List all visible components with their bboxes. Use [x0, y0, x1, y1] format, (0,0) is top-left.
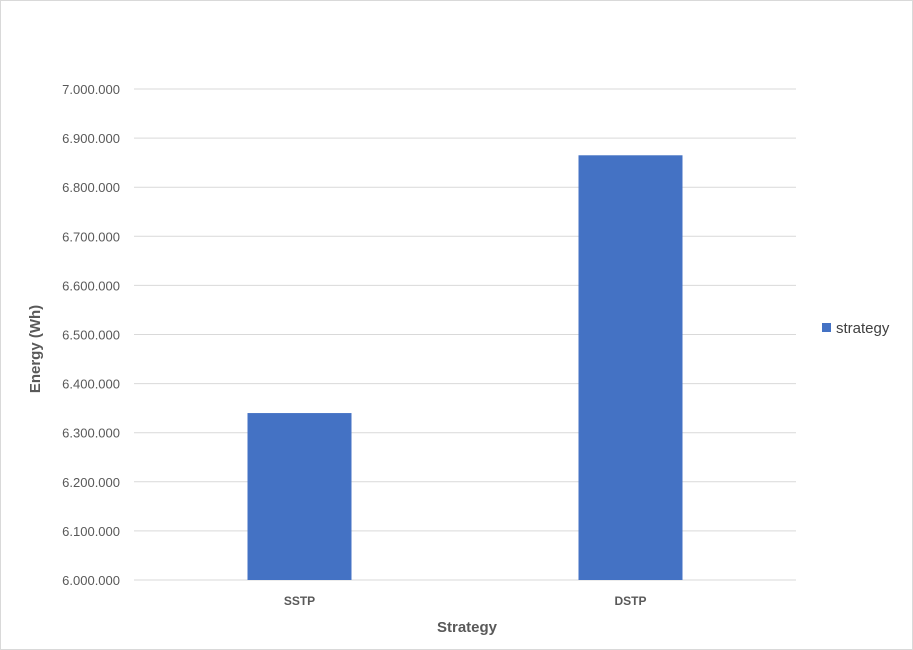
x-axis-ticks: SSTP DSTP	[284, 594, 647, 608]
y-tick-label: 6.900.000	[62, 131, 120, 146]
x-axis-title: Strategy	[437, 619, 498, 636]
y-tick-label: 6.300.000	[62, 426, 120, 441]
y-tick-label: 6.500.000	[62, 328, 120, 343]
y-tick-label: 6.400.000	[62, 377, 120, 392]
y-axis-title: Energy (Wh)	[27, 305, 44, 393]
legend-swatch	[822, 323, 831, 332]
gridlines	[134, 88, 796, 581]
bar-dstp	[578, 155, 683, 580]
legend: strategy	[822, 320, 890, 337]
y-tick-label: 6.600.000	[62, 278, 120, 293]
x-tick-label: SSTP	[284, 594, 315, 608]
y-tick-label: 7.000.000	[62, 82, 120, 97]
y-tick-label: 6.000.000	[62, 573, 120, 588]
y-tick-label: 6.100.000	[62, 524, 120, 539]
bars	[247, 155, 683, 580]
x-tick-label: DSTP	[614, 594, 646, 608]
legend-label: strategy	[836, 320, 890, 337]
y-tick-label: 6.800.000	[62, 180, 120, 195]
y-tick-label: 6.700.000	[62, 229, 120, 244]
y-tick-label: 6.200.000	[62, 475, 120, 490]
y-axis-ticks: 6.000.000 6.100.000 6.200.000 6.300.000 6.40…	[62, 82, 120, 588]
bar-sstp	[247, 413, 352, 580]
